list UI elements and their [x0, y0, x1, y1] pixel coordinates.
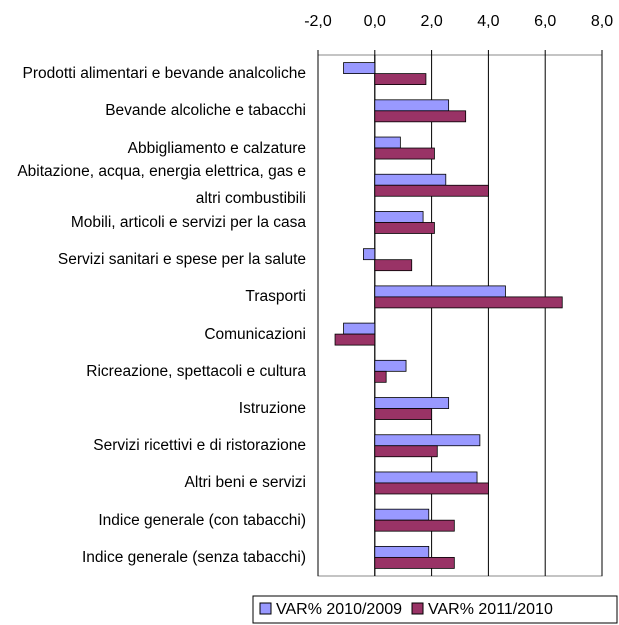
bar [374, 508, 430, 521]
y-tick-label: Trasporti [245, 288, 306, 306]
bar [374, 259, 413, 272]
bar [374, 211, 424, 223]
y-tick-label: Abbigliamento e calzature [127, 139, 306, 157]
bar [374, 370, 387, 383]
bar [374, 556, 455, 569]
bar [374, 285, 506, 298]
y-tick-label: Indice generale (con tabacchi) [98, 511, 306, 529]
bar [374, 397, 450, 409]
y-tick-label: Prodotti alimentari e bevande analcolich… [22, 65, 306, 83]
x-tick-label: 6,0 [534, 13, 556, 30]
y-tick-label: Istruzione [238, 400, 306, 418]
bar [374, 545, 430, 558]
y-tick-label: Altri beni e servizi [184, 474, 306, 492]
bar [374, 519, 455, 532]
plot-area [317, 54, 603, 577]
y-tick-label: Abitazione, acqua, energia elettrica, ga… [17, 163, 306, 208]
bar [374, 184, 489, 197]
x-tick-label: 4,0 [477, 13, 499, 30]
legend-swatch [259, 602, 272, 615]
bar [374, 434, 481, 447]
legend-label: VAR% 2011/2010 [428, 601, 553, 618]
legend-box [252, 595, 618, 624]
bar [374, 445, 438, 458]
legend-label: VAR% 2010/2009 [276, 601, 402, 618]
x-tick-label: -2,0 [304, 13, 332, 30]
x-tick-label: 0,0 [364, 13, 386, 30]
bar [374, 99, 450, 112]
y-tick-label: Servizi ricettivi e di ristorazione [93, 437, 306, 455]
bar [374, 408, 432, 420]
bar [374, 471, 478, 484]
bar [334, 333, 376, 346]
y-tick-label: Mobili, articoli e servizi per la casa [70, 213, 306, 231]
bar [374, 136, 401, 149]
bar [374, 173, 447, 186]
y-tick-label: Comunicazioni [204, 325, 306, 343]
bar [374, 482, 489, 495]
y-tick-label: Servizi sanitari e spese per la salute [57, 251, 306, 269]
bar [374, 222, 435, 234]
bar [374, 147, 435, 160]
bar [374, 110, 467, 123]
x-tick-label: 2,0 [420, 13, 442, 30]
bar [363, 248, 376, 261]
x-tick-label: 8,0 [591, 13, 613, 30]
bar [374, 296, 563, 309]
bar [374, 359, 407, 372]
y-tick-label: Indice generale (senza tabacchi) [81, 548, 306, 566]
y-tick-label: Bevande alcoliche e tabacchi [105, 102, 306, 120]
bar [374, 73, 427, 86]
y-tick-label: Ricreazione, spettacoli e cultura [86, 362, 306, 380]
bar [343, 62, 376, 75]
bar [343, 322, 376, 335]
legend-swatch [411, 602, 424, 615]
